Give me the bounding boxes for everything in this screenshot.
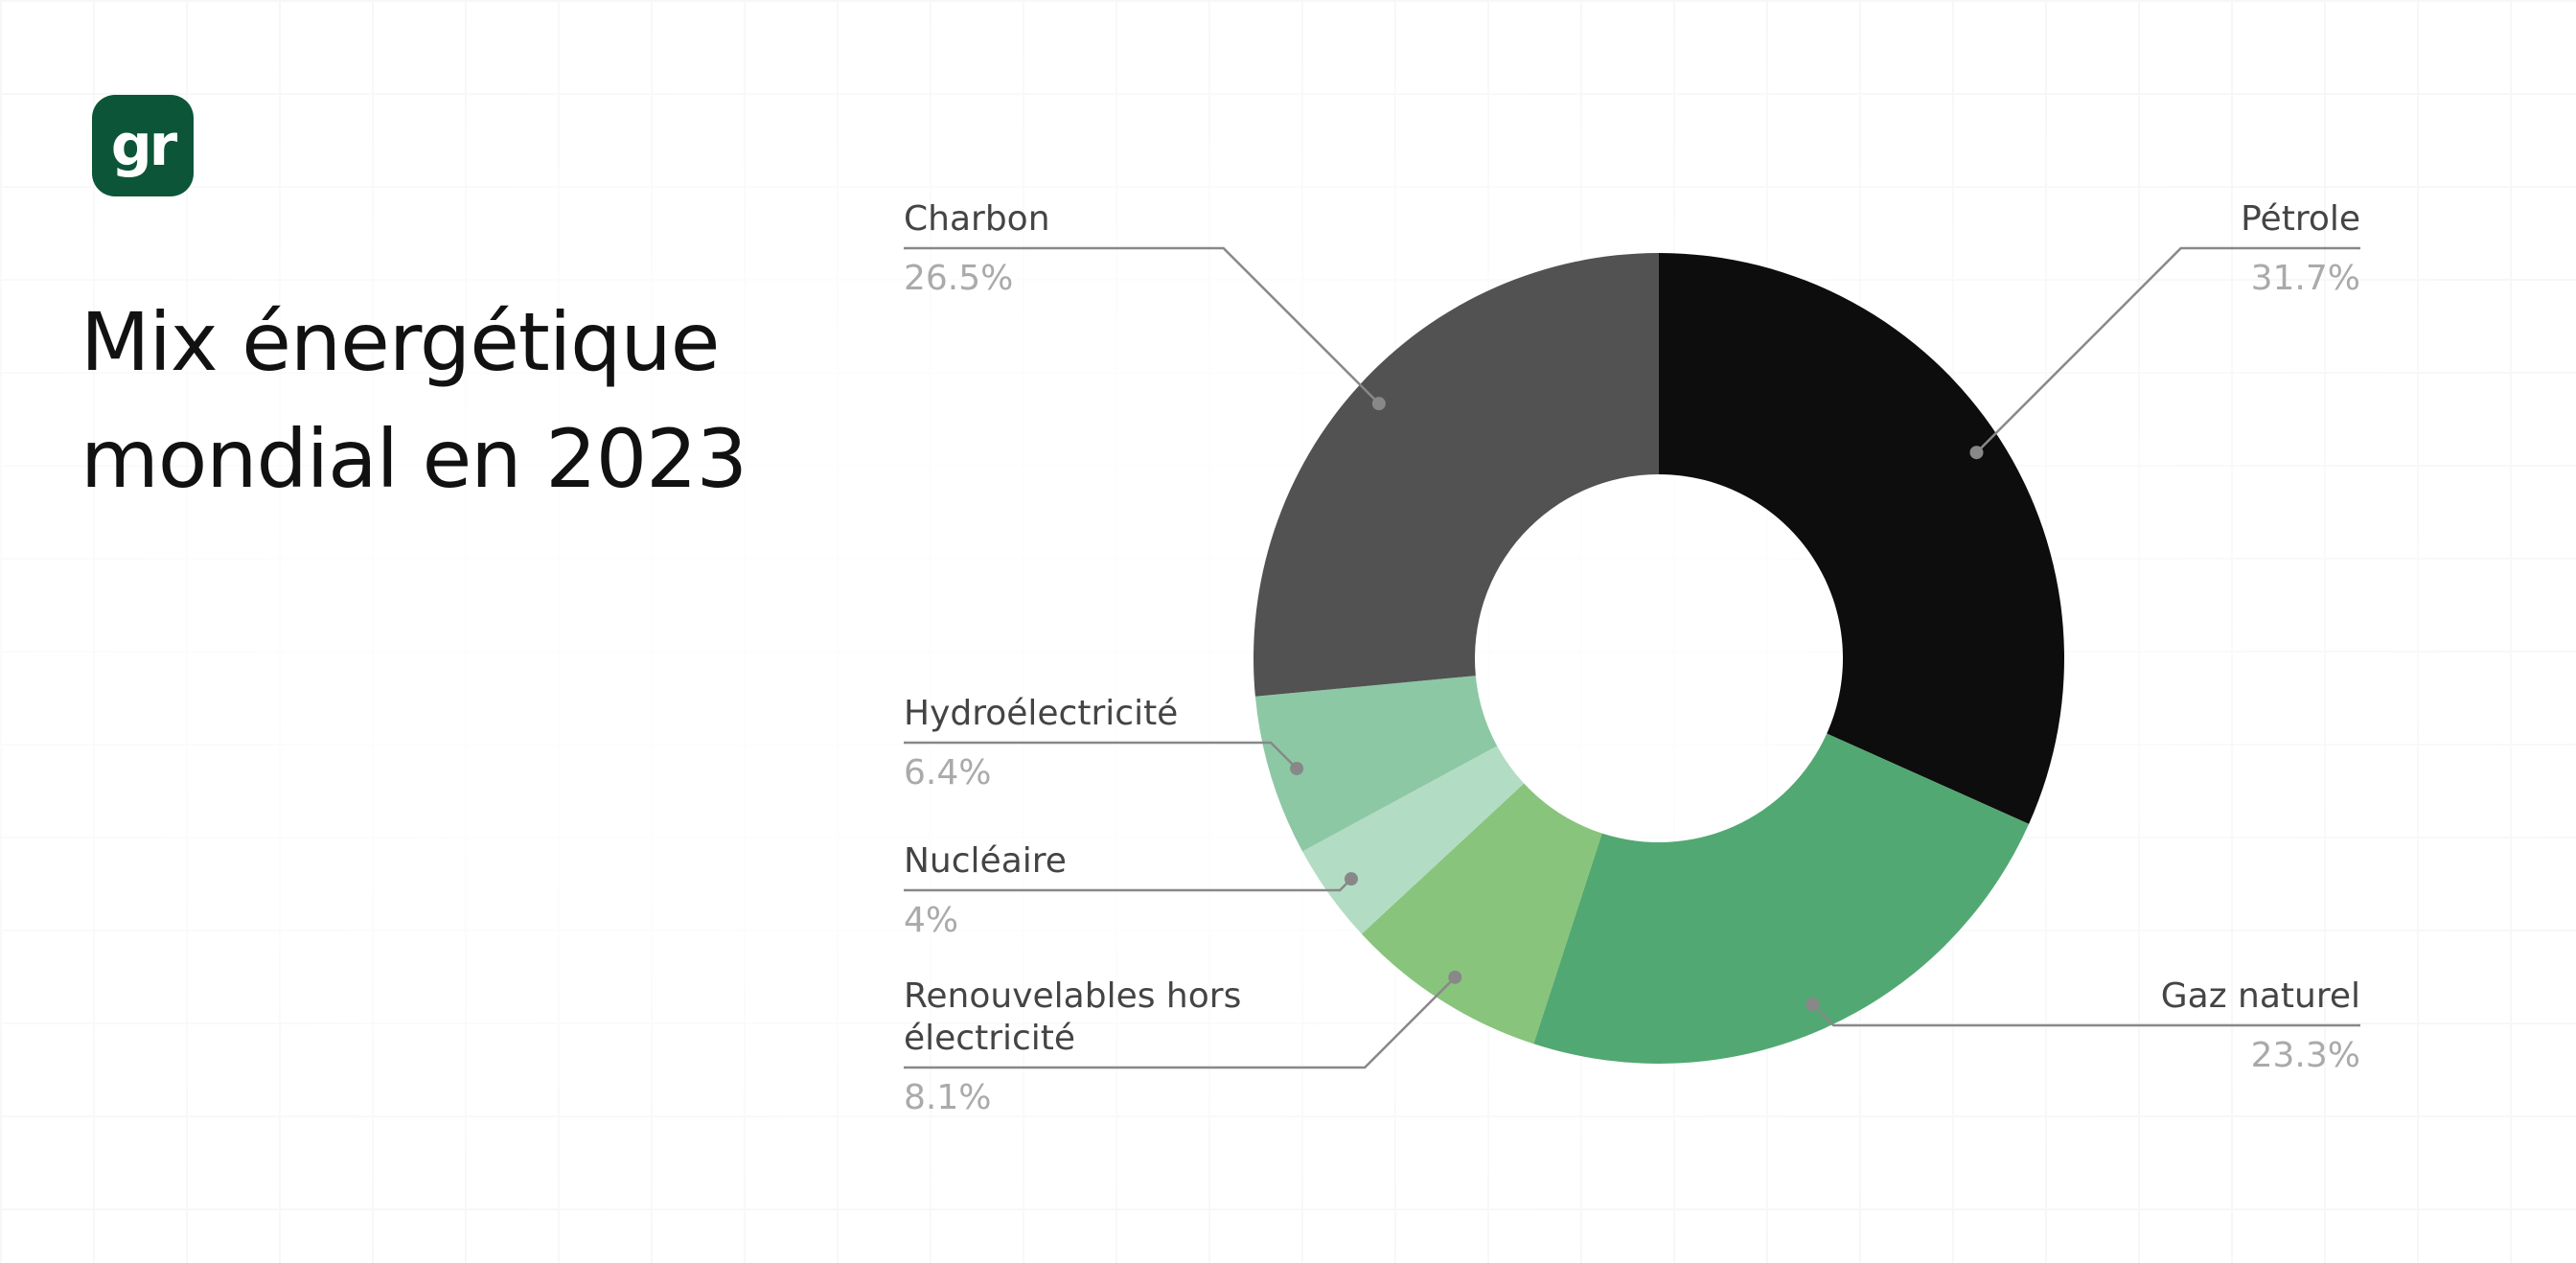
leader-line	[1811, 1003, 2360, 1027]
leader-dot	[1290, 761, 1304, 775]
donut-slice	[1254, 253, 1659, 697]
value-label: 6.4%	[904, 753, 992, 792]
donut-slice	[1302, 746, 1525, 934]
slice-label: Hydroélectricité	[904, 694, 1179, 733]
leader-line	[1975, 246, 2360, 454]
donut-slice	[1254, 676, 1498, 852]
leader-dot	[1344, 872, 1358, 886]
logo: gr	[92, 95, 194, 196]
value-label: 26.5%	[904, 259, 1014, 298]
leader-line	[904, 976, 1457, 1069]
chart-title: Mix énergétique mondial en 2023	[80, 295, 748, 506]
donut-slice	[1533, 733, 2030, 1064]
donut-slice	[1361, 783, 1602, 1045]
slice-label: Pétrole	[2241, 199, 2360, 239]
slice-label: Nucléaire	[904, 841, 1067, 881]
slice-label: Gaz naturel	[2160, 976, 2360, 1016]
slice-label: Renouvelables hors électricité	[904, 976, 1242, 1058]
slice-label: Charbon	[904, 199, 1050, 239]
leader-dot	[1371, 397, 1386, 411]
value-label: 8.1%	[904, 1078, 992, 1117]
leader-dot	[1969, 446, 1984, 460]
leader-dot	[1448, 970, 1462, 984]
leader-line	[904, 741, 1298, 769]
value-label: 23.3%	[2250, 1036, 2360, 1075]
value-label: 31.7%	[2250, 259, 2360, 298]
donut-slice	[1659, 253, 2064, 824]
leader-line	[904, 246, 1380, 405]
leader-dot	[1806, 998, 1820, 1012]
value-label: 4%	[904, 901, 959, 940]
